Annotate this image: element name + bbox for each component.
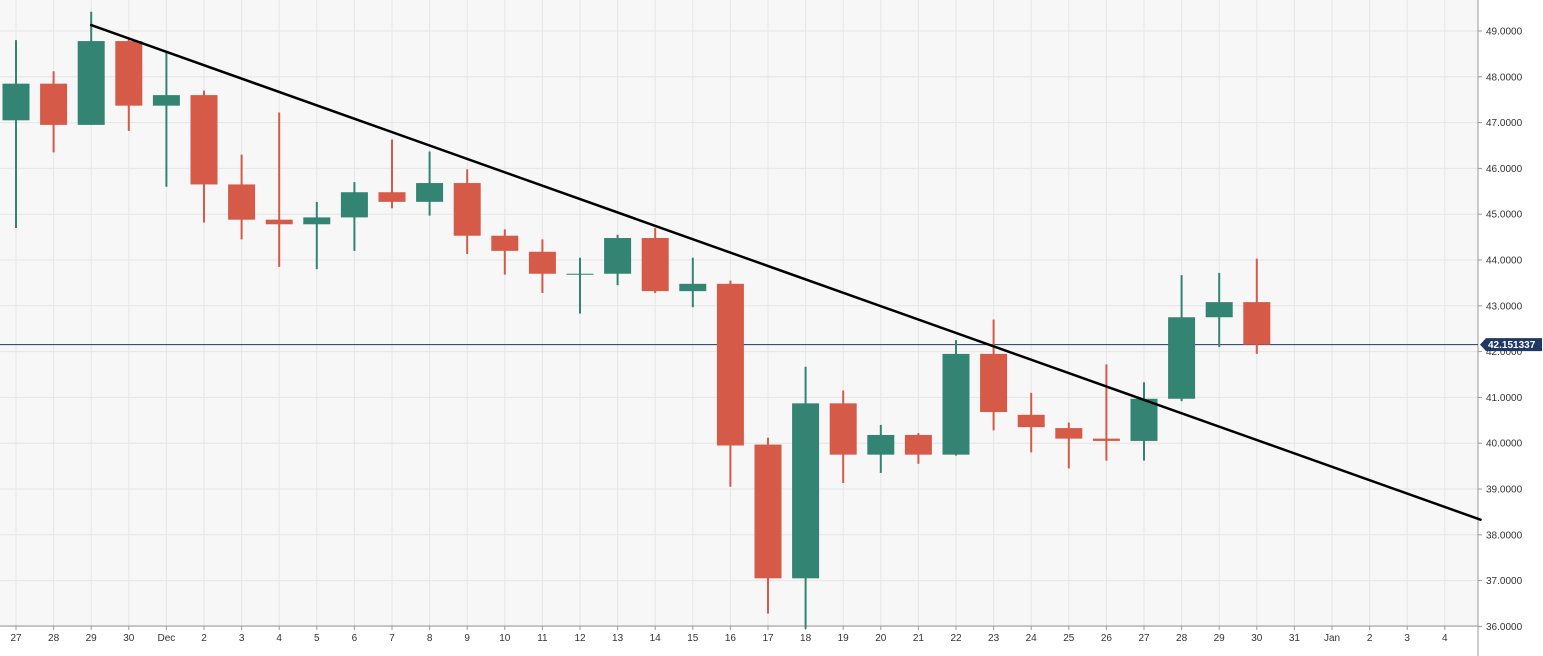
x-tick-label: Dec bbox=[158, 633, 176, 644]
x-tick-label: 4 bbox=[276, 633, 282, 644]
x-tick-label: 10 bbox=[499, 633, 511, 644]
y-tick-label: 39.0000 bbox=[1486, 485, 1523, 496]
x-tick-label: 16 bbox=[725, 633, 737, 644]
y-tick-label: 47.0000 bbox=[1486, 118, 1523, 129]
x-tick-label: 30 bbox=[123, 633, 135, 644]
y-tick-label: 36.0000 bbox=[1486, 622, 1523, 633]
candle-body-down bbox=[453, 183, 481, 236]
y-tick-label: 37.0000 bbox=[1486, 576, 1523, 587]
y-tick-label: 45.0000 bbox=[1486, 210, 1523, 221]
x-tick-label: 12 bbox=[574, 633, 586, 644]
candle-body-up bbox=[152, 95, 180, 106]
x-tick-label: 3 bbox=[239, 633, 245, 644]
candle-body-up bbox=[867, 434, 895, 455]
x-tick-label: 9 bbox=[464, 633, 470, 644]
y-tick-label: 42.0000 bbox=[1486, 347, 1523, 358]
candle-body-down bbox=[980, 353, 1008, 413]
candle-body-down bbox=[1243, 302, 1271, 345]
x-tick-label: 28 bbox=[48, 633, 60, 644]
candle-body-down bbox=[754, 444, 782, 579]
candle-body-up bbox=[340, 192, 368, 218]
x-tick-label: 26 bbox=[1101, 633, 1113, 644]
candle-body-up bbox=[566, 273, 594, 275]
candle-body-down bbox=[378, 192, 406, 202]
y-tick-label: 48.0000 bbox=[1486, 72, 1523, 83]
candle-body-down bbox=[228, 184, 256, 220]
x-tick-label: 3 bbox=[1404, 633, 1410, 644]
x-tick-label: 24 bbox=[1026, 633, 1038, 644]
candle-body-up bbox=[77, 41, 105, 125]
x-tick-label: 5 bbox=[314, 633, 320, 644]
candle-body-down bbox=[115, 41, 143, 106]
x-tick-label: 11 bbox=[537, 633, 548, 644]
candle-body-down bbox=[528, 251, 556, 274]
x-tick-label: 17 bbox=[762, 633, 774, 644]
candle-body-up bbox=[792, 403, 820, 579]
x-tick-label: 7 bbox=[389, 633, 395, 644]
y-tick-label: 41.0000 bbox=[1486, 393, 1523, 404]
candle-body-down bbox=[1055, 428, 1083, 439]
x-tick-label: 21 bbox=[913, 633, 925, 644]
x-tick-label: 27 bbox=[10, 633, 22, 644]
y-tick-label: 40.0000 bbox=[1486, 439, 1523, 450]
candle-body-down bbox=[265, 219, 293, 225]
x-tick-label: 25 bbox=[1063, 633, 1075, 644]
current-price-label-bg bbox=[1480, 338, 1542, 352]
y-tick-label: 44.0000 bbox=[1486, 256, 1523, 267]
candle-body-down bbox=[1092, 438, 1120, 441]
candle-body-up bbox=[2, 83, 30, 121]
x-tick-label: 13 bbox=[612, 633, 624, 644]
candle-body-up bbox=[303, 217, 331, 225]
x-tick-label: 29 bbox=[86, 633, 98, 644]
x-tick-label: 31 bbox=[1289, 633, 1301, 644]
x-tick-label: 2 bbox=[1367, 633, 1373, 644]
candle-body-down bbox=[829, 403, 857, 455]
candle-body-up bbox=[1205, 302, 1233, 318]
x-tick-label: 30 bbox=[1251, 633, 1263, 644]
candle-body-up bbox=[679, 283, 707, 292]
candle-body-up bbox=[1168, 317, 1196, 399]
candle-body-down bbox=[190, 95, 218, 185]
x-tick-label: 18 bbox=[800, 633, 812, 644]
x-tick-label: Jan bbox=[1324, 633, 1340, 644]
candle-body-down bbox=[641, 238, 669, 292]
trendline bbox=[89, 23, 1482, 521]
candle-body-down bbox=[904, 434, 932, 455]
candle-body-up bbox=[942, 353, 970, 455]
candle-body-down bbox=[1017, 414, 1045, 428]
x-tick-label: 23 bbox=[988, 633, 1000, 644]
x-tick-label: 14 bbox=[650, 633, 662, 644]
y-tick-label: 46.0000 bbox=[1486, 164, 1523, 175]
x-tick-label: 29 bbox=[1214, 633, 1226, 644]
x-tick-label: 6 bbox=[352, 633, 358, 644]
candle-body-up bbox=[604, 238, 632, 274]
x-tick-label: 22 bbox=[950, 633, 962, 644]
y-tick-label: 38.0000 bbox=[1486, 530, 1523, 541]
x-tick-label: 28 bbox=[1176, 633, 1188, 644]
candle-body-up bbox=[1130, 398, 1158, 441]
candle-body-up bbox=[416, 183, 444, 202]
x-tick-label: 8 bbox=[427, 633, 433, 644]
candle-body-down bbox=[40, 83, 68, 125]
candle-body-down bbox=[716, 283, 744, 446]
x-tick-label: 19 bbox=[838, 633, 850, 644]
x-tick-label: 15 bbox=[687, 633, 699, 644]
candle-body-down bbox=[491, 235, 519, 251]
x-tick-label: 4 bbox=[1442, 633, 1448, 644]
y-tick-label: 43.0000 bbox=[1486, 301, 1523, 312]
x-tick-label: 20 bbox=[875, 633, 887, 644]
x-tick-label: 27 bbox=[1138, 633, 1150, 644]
y-tick-label: 49.0000 bbox=[1486, 27, 1523, 38]
current-price-label: 42.151337 bbox=[1488, 340, 1536, 351]
x-tick-label: 2 bbox=[201, 633, 207, 644]
